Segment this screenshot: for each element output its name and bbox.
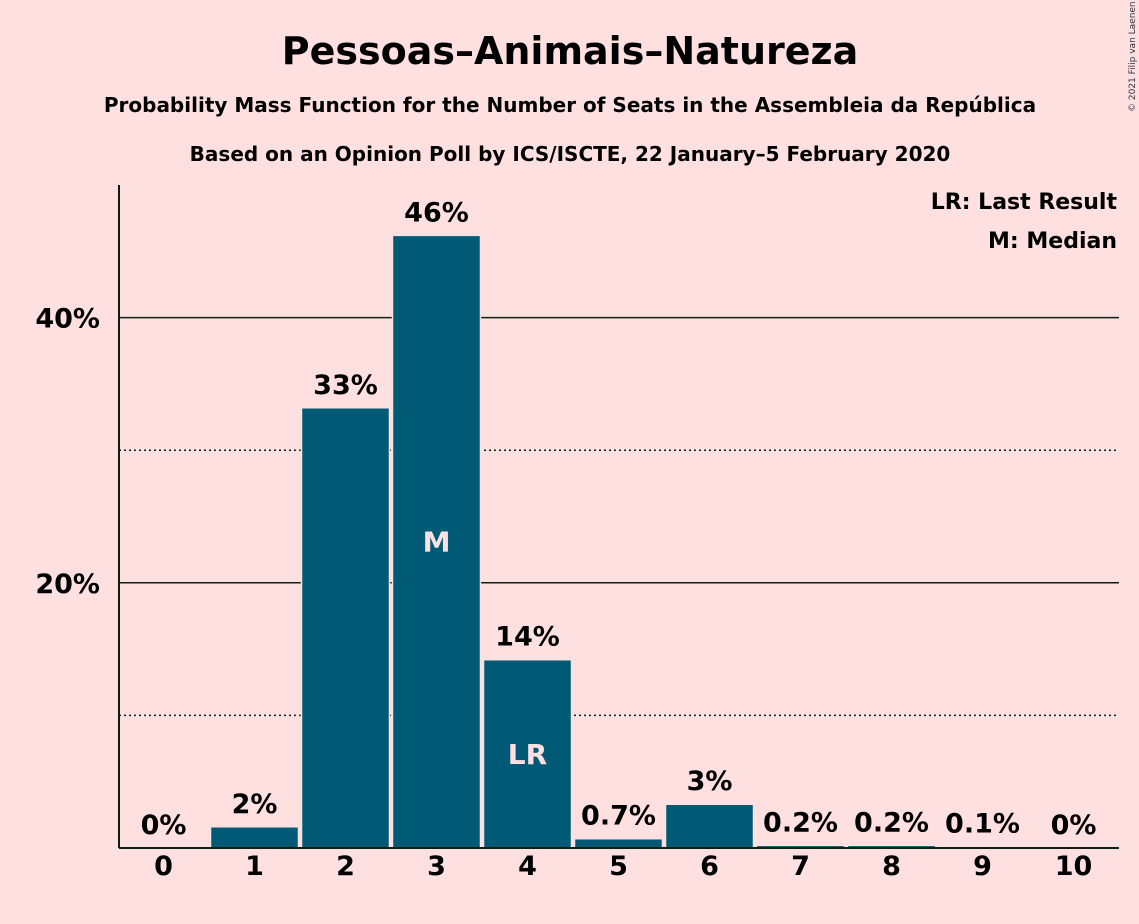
gridlines — [119, 316, 1119, 717]
x-tick-label: 0 — [154, 851, 173, 882]
x-tick-label: 10 — [1055, 851, 1093, 882]
legend: LR: Last Result M: Median — [931, 190, 1118, 254]
legend-entry: LR: Last Result — [931, 190, 1118, 215]
bar-5 — [573, 837, 664, 849]
chart-title: Pessoas–Animais–Natureza — [282, 29, 859, 73]
bars: 0% 2% 33% 46% M 14% LR 0.7% 3% 0.2% 0.2% 0.1% 0% — [141, 197, 1097, 849]
x-tick-label: 9 — [973, 851, 992, 882]
x-tick-label: 1 — [245, 851, 264, 882]
bar-6 — [664, 803, 755, 849]
x-tick-label: 3 — [427, 851, 446, 882]
axes: 20% 40% 0 1 2 3 4 5 6 7 8 9 10 — [35, 185, 1119, 882]
value-label-9: 0.1% — [945, 809, 1020, 840]
bar-3 — [391, 234, 482, 849]
value-label-5: 0.7% — [581, 801, 656, 832]
y-tick-label: 40% — [35, 304, 100, 335]
value-label-4: 14% — [495, 622, 560, 653]
x-tick-label: 8 — [882, 851, 901, 882]
chart-subtitle-2: Based on an Opinion Poll by ICS/ISCTE, 2… — [190, 142, 951, 166]
x-tick-label: 5 — [609, 851, 628, 882]
marker-label-3: M — [423, 526, 451, 559]
value-label-6: 3% — [687, 766, 733, 797]
bar-2 — [300, 407, 391, 849]
value-label-3: 46% — [404, 197, 469, 228]
value-label-8: 0.2% — [854, 807, 929, 838]
legend-entry: M: Median — [988, 229, 1117, 254]
marker-label-4: LR — [508, 738, 547, 771]
chart-subtitle: Probability Mass Function for the Number… — [104, 93, 1036, 117]
value-label-0: 0% — [141, 810, 187, 841]
value-label-1: 2% — [232, 789, 278, 820]
x-tick-label: 7 — [791, 851, 810, 882]
y-tick-label: 20% — [35, 569, 100, 600]
bar-4 — [482, 658, 573, 849]
x-tick-label: 2 — [336, 851, 355, 882]
bar-1 — [209, 826, 300, 849]
copyright-note: © 2021 Filip van Laenen — [1128, 1, 1138, 112]
value-label-10: 0% — [1051, 810, 1097, 841]
x-tick-label: 6 — [700, 851, 719, 882]
value-label-7: 0.2% — [763, 807, 838, 838]
value-label-2: 33% — [313, 370, 378, 401]
x-tick-label: 4 — [518, 851, 537, 882]
